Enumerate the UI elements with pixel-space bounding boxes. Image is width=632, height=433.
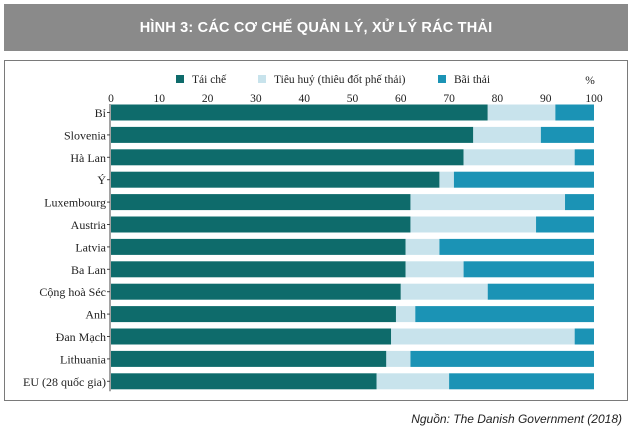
bar-segment [111,328,392,345]
bar-segment [487,104,556,121]
category-label: Latvia [75,240,106,254]
bar-segment [400,283,488,300]
bar-segment [463,149,575,166]
x-tick-label: 40 [298,93,310,105]
category-label: Bỉ [95,106,107,120]
bar-segment [453,171,594,188]
x-tick-label: 30 [250,93,262,105]
bar-segment [574,149,594,166]
bar-segment [439,171,454,188]
bar-segment [111,306,396,323]
x-tick-label: 50 [347,93,359,105]
bar-segment [463,261,594,278]
bar-segment [565,194,594,211]
bar-segment [395,306,416,323]
bar-segment [555,104,594,121]
x-tick-label: 60 [395,93,407,105]
bar-segment [405,238,440,255]
bar-segment [111,283,401,300]
bar-segment [111,216,411,233]
x-tick-label: 10 [154,93,166,105]
bar-segment [487,283,594,300]
bar-segment [111,149,464,166]
category-label: Hà Lan [70,151,106,165]
bar-segment [473,126,541,143]
bar-segment [111,126,474,143]
category-label: EU (28 quốc gia) [23,375,106,389]
x-tick-label: 90 [540,93,552,105]
x-tick-label: 100 [585,93,603,105]
category-label: Ba Lan [71,263,106,277]
bar-segment [111,104,488,121]
bar-segment [449,373,594,390]
figure-header: HÌNH 3: CÁC CƠ CHẾ QUẢN LÝ, XỬ LÝ RÁC TH… [4,4,628,51]
legend-label: Bãi thải [454,74,490,86]
bar-segment [111,373,377,390]
bar-segment [574,328,594,345]
bar-segment [386,350,411,367]
category-label: Đan Mạch [56,330,106,344]
category-label: Cộng hoà Séc [39,285,106,299]
figure-source: Nguồn: The Danish Government (2018) [411,412,622,426]
legend-swatch [258,75,266,83]
category-label: Austria [71,218,107,232]
bar-segment [111,261,406,278]
bar-segment [405,261,464,278]
x-tick-label: 20 [202,93,214,105]
bar-segment [111,194,411,211]
bar-segment [111,171,440,188]
category-label: Ý [97,173,106,187]
x-tick-label: 70 [443,93,455,105]
legend-swatch [176,75,184,83]
x-tick-label: 0 [108,93,114,105]
x-tick-label: 80 [492,93,504,105]
bar-segment [376,373,450,390]
bar-segment [111,350,387,367]
figure-title: HÌNH 3: CÁC CƠ CHẾ QUẢN LÝ, XỬ LÝ RÁC TH… [139,19,493,36]
bar-segment [540,126,594,143]
bar-segment [410,194,566,211]
legend-label: Tái chế [192,73,227,86]
category-label: Slovenia [64,128,107,142]
category-label: Luxembourg [44,196,106,210]
bar-segment [439,238,594,255]
bar-segment [415,306,594,323]
legend-label: Tiêu huỷ (thiêu đốt phế thải) [274,73,406,86]
category-label: Lithuania [60,352,107,366]
axis-unit-label: % [585,75,595,87]
bar-segment [410,350,594,367]
chart-frame [4,60,628,401]
bar-segment [111,238,406,255]
legend-swatch [438,75,446,83]
bar-segment [391,328,575,345]
category-label: Anh [85,308,106,322]
bar-segment [536,216,594,233]
bar-segment [410,216,537,233]
